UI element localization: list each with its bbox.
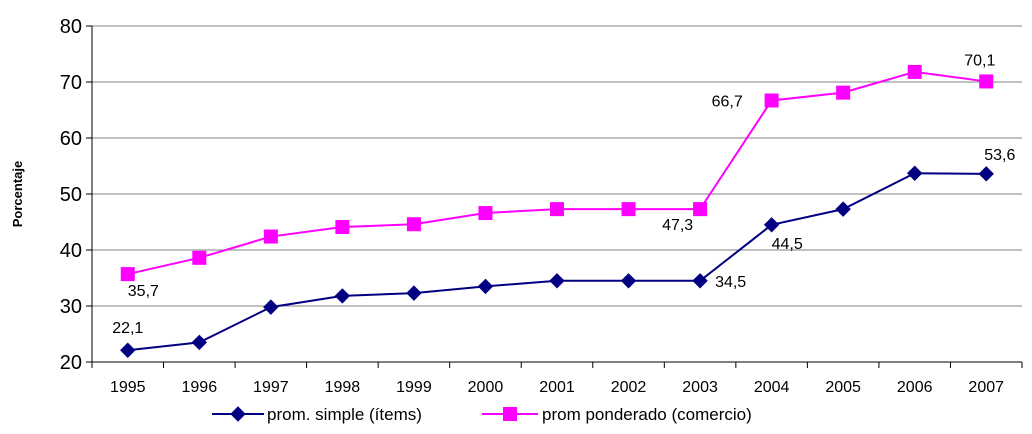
diamond-marker (406, 285, 422, 301)
square-marker (335, 220, 350, 235)
x-tick-label: 1996 (182, 379, 218, 396)
y-tick-label: 40 (60, 240, 82, 262)
square-marker (693, 202, 708, 217)
legend-label: prom ponderado (comercio) (542, 405, 752, 424)
x-tick-label: 1997 (253, 379, 289, 396)
square-marker (907, 64, 922, 79)
x-tick-label: 2007 (968, 379, 1004, 396)
diamond-marker (835, 201, 851, 217)
legend-label: prom. simple (ítems) (267, 405, 422, 424)
data-label: 47,3 (662, 217, 693, 234)
diamond-marker (191, 334, 208, 351)
gridlines (92, 25, 1022, 307)
diamond-marker (549, 273, 565, 289)
square-marker (478, 206, 493, 221)
y-tick-label: 50 (60, 184, 82, 206)
square-marker (263, 229, 278, 244)
square-marker (406, 217, 421, 232)
y-tick-label: 70 (60, 72, 82, 94)
data-label: 53,6 (984, 147, 1015, 164)
x-tick-label: 2006 (897, 379, 933, 396)
data-label: 44,5 (772, 236, 803, 253)
square-marker (550, 202, 564, 217)
diamond-marker (334, 288, 351, 304)
diamond-marker (477, 278, 494, 295)
legend-square-marker (503, 407, 517, 421)
y-tick-label: 60 (60, 128, 82, 150)
data-label: 22,1 (112, 320, 143, 337)
diamond-marker (906, 165, 923, 181)
square-marker (192, 250, 207, 265)
y-tick-label: 80 (60, 16, 82, 38)
series-line-1 (127, 70, 987, 276)
diamond-marker (263, 299, 279, 315)
y-tick-label: 30 (60, 296, 82, 318)
axes: 20 30 40 50 60 70 80 1995 1996 1997 1998 1999 2000 20… (60, 16, 1023, 396)
data-label: 66,7 (712, 93, 743, 110)
diamond-marker (120, 342, 136, 358)
diamond-marker (978, 166, 994, 182)
series (120, 64, 994, 358)
legend: prom. simple (ítems) prom ponderado (come… (212, 405, 752, 424)
data-label: 35,7 (128, 283, 159, 300)
diamond-marker (763, 217, 780, 233)
diamond-marker (620, 273, 637, 289)
legend-diamond-marker (230, 406, 246, 422)
series-line-0 (127, 172, 987, 352)
data-label: 70,1 (964, 52, 995, 69)
square-marker (979, 74, 994, 89)
square-marker (120, 267, 135, 282)
data-labels: 22,1 34,5 44,5 53,6 35,7 47,3 66,7 70,1 (112, 52, 1015, 337)
data-label: 34,5 (715, 274, 746, 291)
y-axis-label: Porcentaje (10, 161, 25, 227)
x-tick-label: 2004 (754, 379, 790, 396)
x-tick-label: 2005 (825, 379, 861, 396)
diamond-marker (692, 273, 708, 289)
x-tick-label: 2003 (682, 379, 718, 396)
x-tick-label: 2000 (468, 379, 504, 396)
x-tick-label: 2001 (539, 379, 575, 396)
x-tick-label: 2002 (611, 379, 647, 396)
y-tick-label: 20 (60, 352, 82, 374)
square-marker (764, 93, 779, 108)
square-marker (836, 85, 851, 100)
x-tick-label: 1998 (325, 379, 361, 396)
square-marker (621, 202, 636, 217)
x-tick-label: 1999 (396, 379, 432, 396)
x-tick-label: 1995 (110, 379, 146, 396)
